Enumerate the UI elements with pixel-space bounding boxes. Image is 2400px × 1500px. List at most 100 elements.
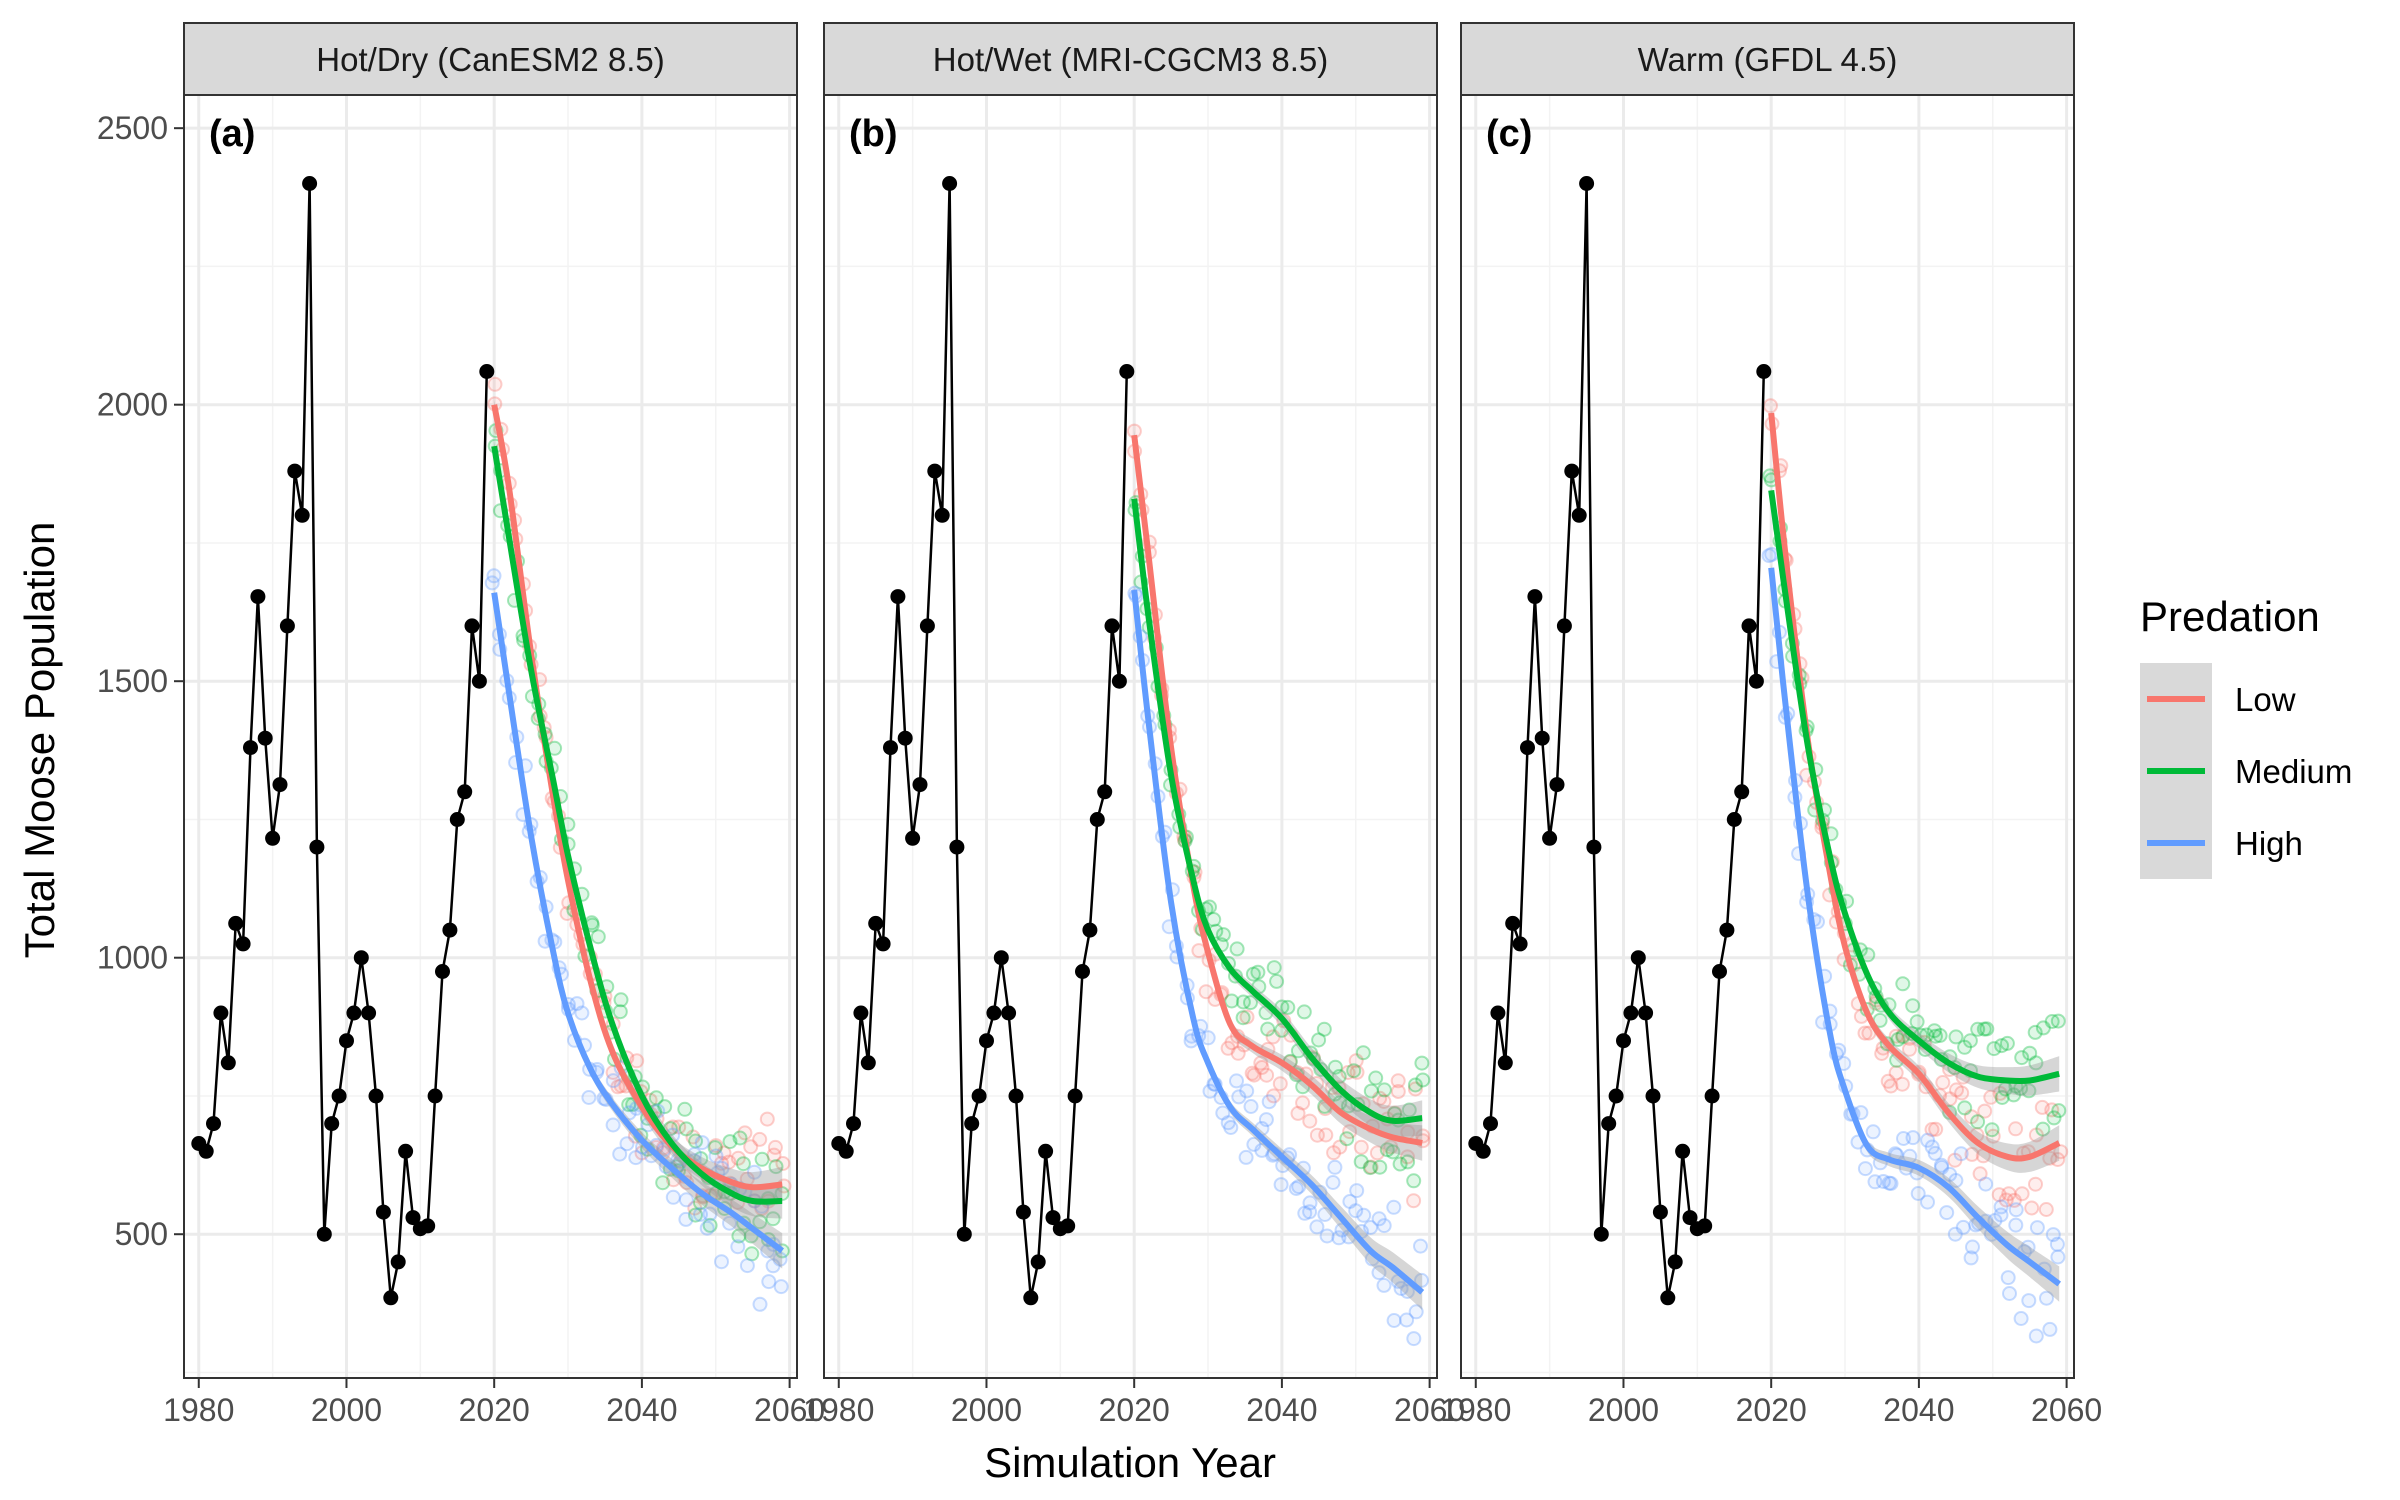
observed-point: [1527, 589, 1543, 605]
observed-point: [1038, 1143, 1054, 1159]
replicate-point-low: [1372, 1090, 1388, 1106]
replicate-point-medium: [1926, 1023, 1942, 1039]
observed-point: [257, 730, 273, 746]
replicate-point-high: [1910, 1186, 1926, 1201]
replicate-point-low: [2042, 1150, 2058, 1166]
replicate-point-low: [1924, 1122, 1940, 1137]
replicate-point-low: [1254, 1060, 1270, 1075]
observed-point: [1512, 936, 1528, 952]
series-line-medium: [1768, 489, 2060, 1085]
observed-point: [1748, 673, 1764, 689]
panel-1: (a) Hot/Dry (CanESM2 8.5) 1980 2000 2020 2040…: [163, 22, 825, 1428]
legend-entry-medium: Medium: [2140, 735, 2352, 807]
x-tick-label: 2000: [951, 1392, 1022, 1428]
replicate-point-high: [2008, 1217, 2024, 1233]
observed-point: [1571, 507, 1587, 523]
observed-point: [1097, 784, 1113, 800]
replicate-point-high: [574, 1005, 590, 1021]
replicate-point-medium: [1415, 1072, 1431, 1088]
replicate-point-high: [1965, 1239, 1980, 1255]
replicate-point-medium: [1245, 966, 1261, 982]
observed-point: [331, 1088, 347, 1104]
replicate-point-high: [1200, 1030, 1216, 1046]
x-tick-label: 2040: [1883, 1392, 1954, 1428]
replicate-point-high: [1317, 1207, 1333, 1222]
x-axis-title: Simulation Year: [984, 1439, 1276, 1486]
facet-strip: [1460, 22, 2075, 96]
replicate-point-high: [1987, 1213, 2003, 1228]
replicate-point-high: [708, 1148, 724, 1164]
replicate-point-high: [1993, 1207, 2009, 1223]
replicate-point-medium: [744, 1246, 760, 1262]
replicate-point-low: [1998, 1192, 2014, 1208]
replicate-point-high: [1406, 1331, 1422, 1347]
replicate-point-high: [621, 1105, 637, 1121]
replicate-point-high: [1363, 1220, 1379, 1235]
observed-point: [1497, 1055, 1513, 1071]
replicate-point-high: [1376, 1277, 1392, 1293]
replicate-point-medium: [2014, 1050, 2030, 1066]
replicate-point-high: [702, 1206, 718, 1222]
replicate-point-medium: [1266, 960, 1282, 976]
observed-point: [265, 830, 281, 846]
observed-point: [471, 673, 487, 689]
series-line-high: [1768, 567, 2062, 1287]
replicate-point-low: [1407, 1081, 1423, 1097]
replicate-point-low: [687, 1200, 703, 1216]
replicate-point-medium: [1311, 1032, 1327, 1048]
observed-point: [272, 777, 288, 793]
replicate-point-high: [581, 1090, 597, 1105]
replicate-point-high: [628, 1150, 644, 1166]
replicate-point-high: [1261, 1094, 1277, 1110]
legend: Predation Low Medium High: [2140, 593, 2352, 879]
replicate-point-low: [2028, 1127, 2044, 1143]
observed-point: [853, 1005, 869, 1021]
y-tick-label: 2500: [97, 110, 168, 146]
observed-point: [1652, 1204, 1668, 1220]
replicate-point-high: [1857, 1161, 1873, 1177]
replicate-point-low: [1928, 1121, 1944, 1137]
replicate-point-high: [1881, 1175, 1897, 1191]
replicate-point-high: [1953, 1146, 1969, 1162]
observed-point: [228, 915, 244, 931]
replicate-point-high: [1348, 1203, 1364, 1219]
replicate-point-low: [2050, 1152, 2066, 1167]
observed-point: [1608, 1088, 1624, 1104]
replicate-point-medium: [1224, 993, 1240, 1009]
observed-point: [1697, 1218, 1713, 1234]
replicate-point-low: [759, 1111, 775, 1127]
replicate-point-medium: [1353, 1154, 1369, 1170]
replicate-point-medium: [702, 1217, 718, 1233]
replicate-point-medium: [2035, 1121, 2051, 1137]
replicate-point-medium: [1229, 941, 1245, 957]
replicate-point-medium: [1235, 994, 1251, 1010]
replicate-point-high: [1376, 1218, 1392, 1234]
observed-point: [1704, 1088, 1720, 1104]
observed-point: [316, 1226, 332, 1242]
replicate-point-low: [1302, 1113, 1318, 1129]
observed-point: [206, 1116, 221, 1132]
observed-point: [1082, 922, 1098, 938]
replicate-point-low: [2028, 1176, 2043, 1192]
replicate-point-high: [1896, 1131, 1911, 1146]
replicate-point-high: [612, 1146, 628, 1162]
replicate-point-high: [1875, 1174, 1891, 1189]
replicate-point-high: [605, 1117, 621, 1133]
replicate-point-medium: [2028, 1055, 2044, 1071]
observed-point: [1601, 1116, 1617, 1132]
observed-point: [1483, 1116, 1498, 1132]
observed-point: [427, 1088, 443, 1104]
replicate-point-medium: [1999, 1035, 2015, 1051]
y-tick-label: 2000: [97, 387, 168, 423]
observed-point: [846, 1116, 861, 1132]
replicate-point-low: [2014, 1186, 2030, 1202]
observed-point: [361, 1005, 377, 1021]
replicate-point-low: [1857, 1025, 1873, 1041]
gridlines: [1461, 95, 2074, 1378]
replicate-point-medium: [621, 1097, 637, 1113]
replicate-point-high: [1883, 1176, 1899, 1191]
observed-series: [1468, 176, 1772, 1306]
observed-point: [934, 507, 950, 523]
replicate-point-high: [1331, 1230, 1347, 1246]
observed-point: [1630, 950, 1646, 966]
